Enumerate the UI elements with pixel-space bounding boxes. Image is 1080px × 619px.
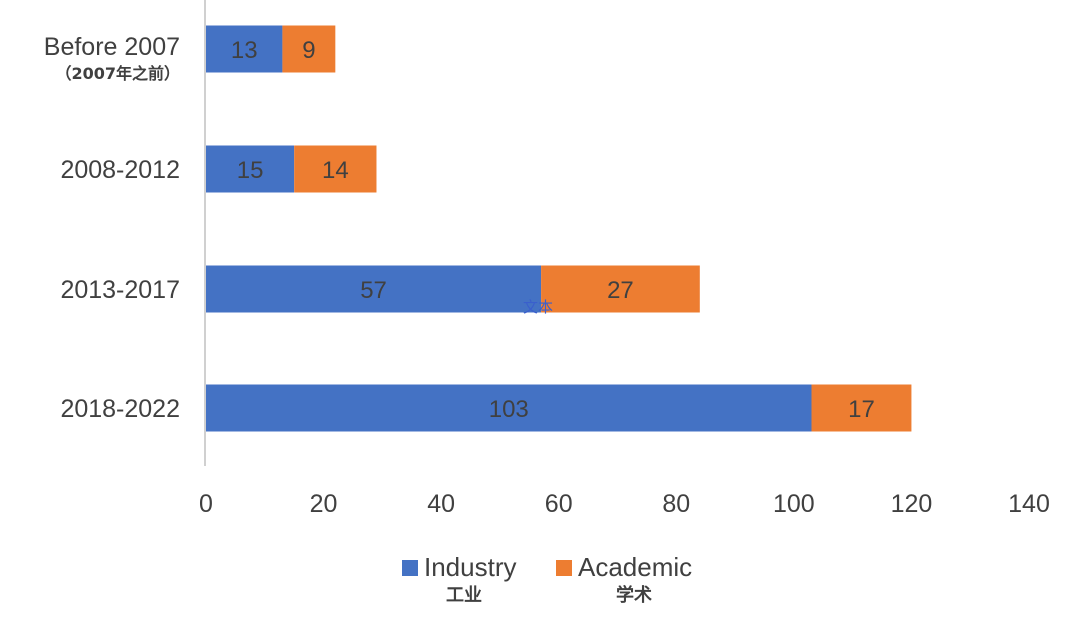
bar-industry-2: [206, 265, 542, 313]
data-label-academic-3: 17: [848, 396, 875, 423]
x-tick-label-7: 140: [1008, 490, 1050, 518]
category-sublabel-0: （2007年之前）: [55, 64, 180, 83]
data-label-industry-1: 15: [237, 157, 264, 184]
category-label-3: 2018-2022: [60, 395, 180, 423]
y-axis-categories: Before 2007 （2007年之前） 2008-2012 2013-2017 20…: [44, 33, 180, 423]
data-label-industry-2: 57: [360, 277, 387, 304]
legend-swatch-industry: [402, 560, 418, 576]
x-tick-label-4: 80: [662, 490, 690, 518]
x-tick-label-3: 60: [545, 490, 573, 518]
category-label-0: Before 2007: [44, 33, 180, 61]
category-label-2: 2013-2017: [60, 276, 180, 304]
data-label-industry-0: 13: [231, 37, 258, 64]
category-label-1: 2008-2012: [60, 156, 180, 184]
x-tick-label-5: 100: [773, 490, 815, 518]
annotation-text: 文本: [523, 298, 553, 316]
bar-industry-1: [206, 145, 295, 193]
legend-label-industry: Industry: [424, 552, 517, 582]
x-tick-label-6: 120: [891, 490, 933, 518]
bar-industry-0: [206, 25, 283, 73]
x-tick-label-1: 20: [310, 490, 338, 518]
x-axis-ticks: 0 20 40 60 80 100 120 140: [199, 490, 1050, 518]
x-tick-label-0: 0: [199, 490, 213, 518]
bar-industry-3: [206, 384, 812, 432]
x-tick-label-2: 40: [427, 490, 455, 518]
legend-sublabel-industry: 工业: [446, 585, 482, 606]
legend-sublabel-academic: 学术: [616, 584, 652, 606]
labels-layer: 13 9 15 14 57 27 103 17: [231, 37, 875, 423]
legend-swatch-academic: [556, 560, 572, 576]
bar-academic-0: [282, 25, 336, 73]
data-label-academic-0: 9: [302, 37, 315, 64]
data-label-academic-1: 14: [322, 157, 349, 184]
bar-academic-1: [294, 145, 377, 193]
data-label-industry-3: 103: [489, 396, 529, 423]
bar-academic-2: [541, 265, 700, 313]
data-label-academic-2: 27: [607, 277, 634, 304]
bar-academic-3: [811, 384, 912, 432]
legend-label-academic: Academic: [578, 552, 692, 582]
bars-layer: [206, 25, 912, 432]
